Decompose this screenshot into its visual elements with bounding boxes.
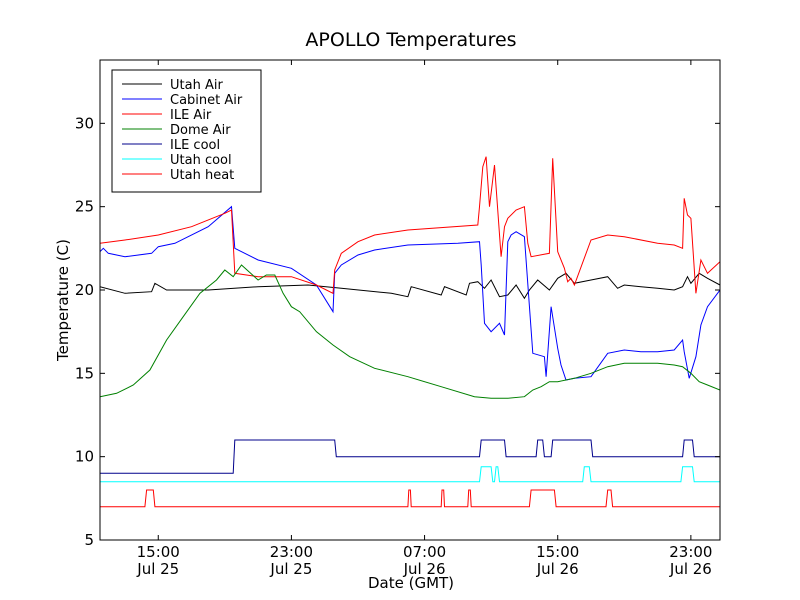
plot-frame (99, 59, 721, 541)
legend-label: Dome Air (170, 123, 231, 138)
x-axis-label: Date (GMT) (368, 574, 454, 592)
legend-label: ILE Air (170, 108, 212, 123)
legend-label: Cabinet Air (170, 93, 243, 108)
x-tick-time-label: 15:00 (137, 543, 180, 561)
x-tick-time-label: 15:00 (536, 543, 579, 561)
y-tick-label: 25 (75, 198, 94, 216)
y-tick-label: 15 (75, 364, 94, 382)
x-tick-time-label: 23:00 (270, 543, 313, 561)
x-tick-date-label: Jul 26 (536, 560, 579, 578)
x-tick-time-label: 07:00 (403, 543, 446, 561)
series-line-utah-air (100, 272, 720, 300)
x-tick-date-label: Jul 25 (136, 560, 179, 578)
legend-label: ILE cool (170, 138, 220, 153)
series-layer (100, 156, 720, 508)
series-line-utah-heat (100, 489, 720, 508)
legend-label: Utah Air (170, 78, 223, 93)
y-axis-label: Temperature (C) (54, 239, 72, 362)
chart-title: APOLLO Temperatures (305, 29, 516, 51)
legend-box (111, 69, 262, 193)
y-tick-label: 10 (75, 448, 94, 466)
y-tick-label: 30 (75, 114, 94, 132)
legend-label: Utah heat (170, 168, 234, 183)
x-tick-date-label: Jul 26 (403, 560, 446, 578)
series-line-ile-cool (100, 439, 720, 474)
x-tick-date-label: Jul 25 (269, 560, 312, 578)
plot-area (99, 59, 721, 541)
series-line-cabinet-air (100, 205, 720, 381)
x-tick-time-label: 23:00 (669, 543, 712, 561)
y-axis: 5 10 15 20 25 30 (75, 114, 720, 549)
series-line-utah-cool (100, 466, 720, 483)
series-line-ile-air (100, 156, 720, 295)
series-line-dome-air (100, 264, 720, 399)
y-tick-label: 5 (84, 531, 94, 549)
x-tick-date-label: Jul 26 (669, 560, 712, 578)
y-tick-label: 20 (75, 281, 94, 299)
legend-label: Utah cool (170, 153, 232, 168)
